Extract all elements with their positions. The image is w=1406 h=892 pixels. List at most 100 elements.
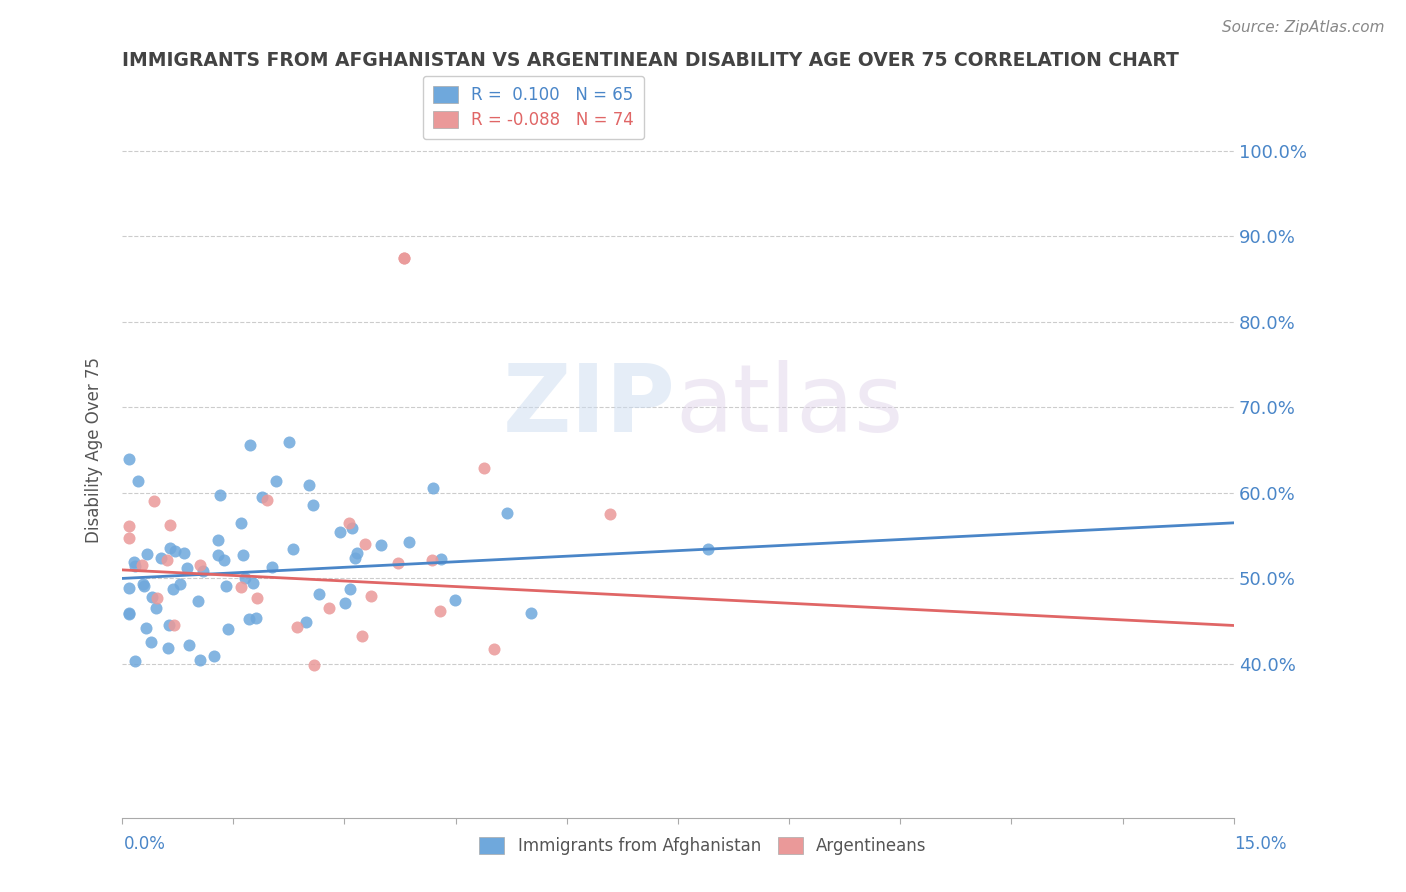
Point [215, 579, 238, 593]
Legend: Immigrants from Afghanistan, Argentineans: Immigrants from Afghanistan, Argentinean… [472, 830, 934, 862]
Point [143, 494, 166, 508]
Point [520, 607, 543, 621]
Point [420, 553, 443, 567]
Point [146, 591, 169, 605]
Point [242, 575, 264, 590]
Point [392, 251, 415, 265]
Point [118, 582, 141, 596]
Point [157, 618, 180, 632]
Point [392, 251, 415, 265]
Point [118, 452, 141, 467]
Point [398, 535, 420, 549]
Point [169, 576, 191, 591]
Point [188, 653, 211, 667]
Point [301, 498, 323, 512]
Point [159, 541, 181, 556]
Text: 0.0%: 0.0% [124, 835, 166, 853]
Point [124, 555, 146, 569]
Point [127, 474, 149, 488]
Point [387, 557, 409, 571]
Point [159, 518, 181, 533]
Point [346, 546, 368, 560]
Point [260, 560, 283, 574]
Point [193, 564, 215, 578]
Point [131, 558, 153, 572]
Point [344, 550, 367, 565]
Point [278, 435, 301, 450]
Point [233, 571, 256, 585]
Point [429, 604, 451, 618]
Point [360, 590, 382, 604]
Point [118, 531, 141, 545]
Point [337, 516, 360, 531]
Point [231, 580, 253, 594]
Point [245, 591, 267, 606]
Point [329, 524, 352, 539]
Point [163, 543, 186, 558]
Point [444, 592, 467, 607]
Point [217, 622, 239, 636]
Text: IMMIGRANTS FROM AFGHANISTAN VS ARGENTINEAN DISABILITY AGE OVER 75 CORRELATION CH: IMMIGRANTS FROM AFGHANISTAN VS ARGENTINE… [122, 51, 1178, 70]
Point [298, 478, 321, 492]
Point [339, 582, 361, 596]
Point [145, 601, 167, 615]
Point [252, 491, 274, 505]
Point [131, 577, 153, 591]
Point [212, 553, 235, 567]
Point [472, 461, 495, 475]
Point [187, 594, 209, 608]
Point [132, 579, 155, 593]
Point [162, 582, 184, 597]
Point [238, 611, 260, 625]
Point [599, 508, 621, 522]
Point [281, 541, 304, 556]
Point [207, 548, 229, 562]
Point [188, 558, 211, 573]
Point [370, 538, 392, 552]
Point [335, 596, 357, 610]
Point [430, 551, 453, 566]
Point [482, 641, 505, 656]
Point [177, 638, 200, 652]
Point [118, 606, 141, 620]
Point [256, 492, 278, 507]
Point [285, 620, 308, 634]
Point [229, 516, 252, 530]
Point [141, 590, 163, 604]
Text: 15.0%: 15.0% [1234, 835, 1286, 853]
Point [340, 521, 363, 535]
Text: ZIP: ZIP [502, 360, 675, 452]
Text: Source: ZipAtlas.com: Source: ZipAtlas.com [1222, 20, 1385, 35]
Point [118, 607, 141, 622]
Point [141, 635, 163, 649]
Point [202, 648, 225, 663]
Point [207, 533, 229, 547]
Point [209, 488, 232, 502]
Point [149, 551, 172, 566]
Point [422, 481, 444, 495]
Point [232, 548, 254, 562]
Point [124, 559, 146, 574]
Point [118, 519, 141, 533]
Point [245, 611, 267, 625]
Point [163, 618, 186, 632]
Point [354, 537, 377, 551]
Point [135, 621, 157, 635]
Point [295, 615, 318, 629]
Y-axis label: Disability Age Over 75: Disability Age Over 75 [86, 357, 103, 543]
Text: atlas: atlas [675, 360, 903, 452]
Point [176, 561, 198, 575]
Point [697, 541, 720, 556]
Point [156, 553, 179, 567]
Point [496, 506, 519, 520]
Point [266, 475, 288, 489]
Point [157, 641, 180, 656]
Point [173, 546, 195, 560]
Point [302, 658, 325, 673]
Point [239, 438, 262, 452]
Point [135, 548, 157, 562]
Point [350, 630, 373, 644]
Legend: R =  0.100   N = 65, R = -0.088   N = 74: R = 0.100 N = 65, R = -0.088 N = 74 [423, 76, 644, 139]
Point [318, 600, 340, 615]
Point [308, 587, 330, 601]
